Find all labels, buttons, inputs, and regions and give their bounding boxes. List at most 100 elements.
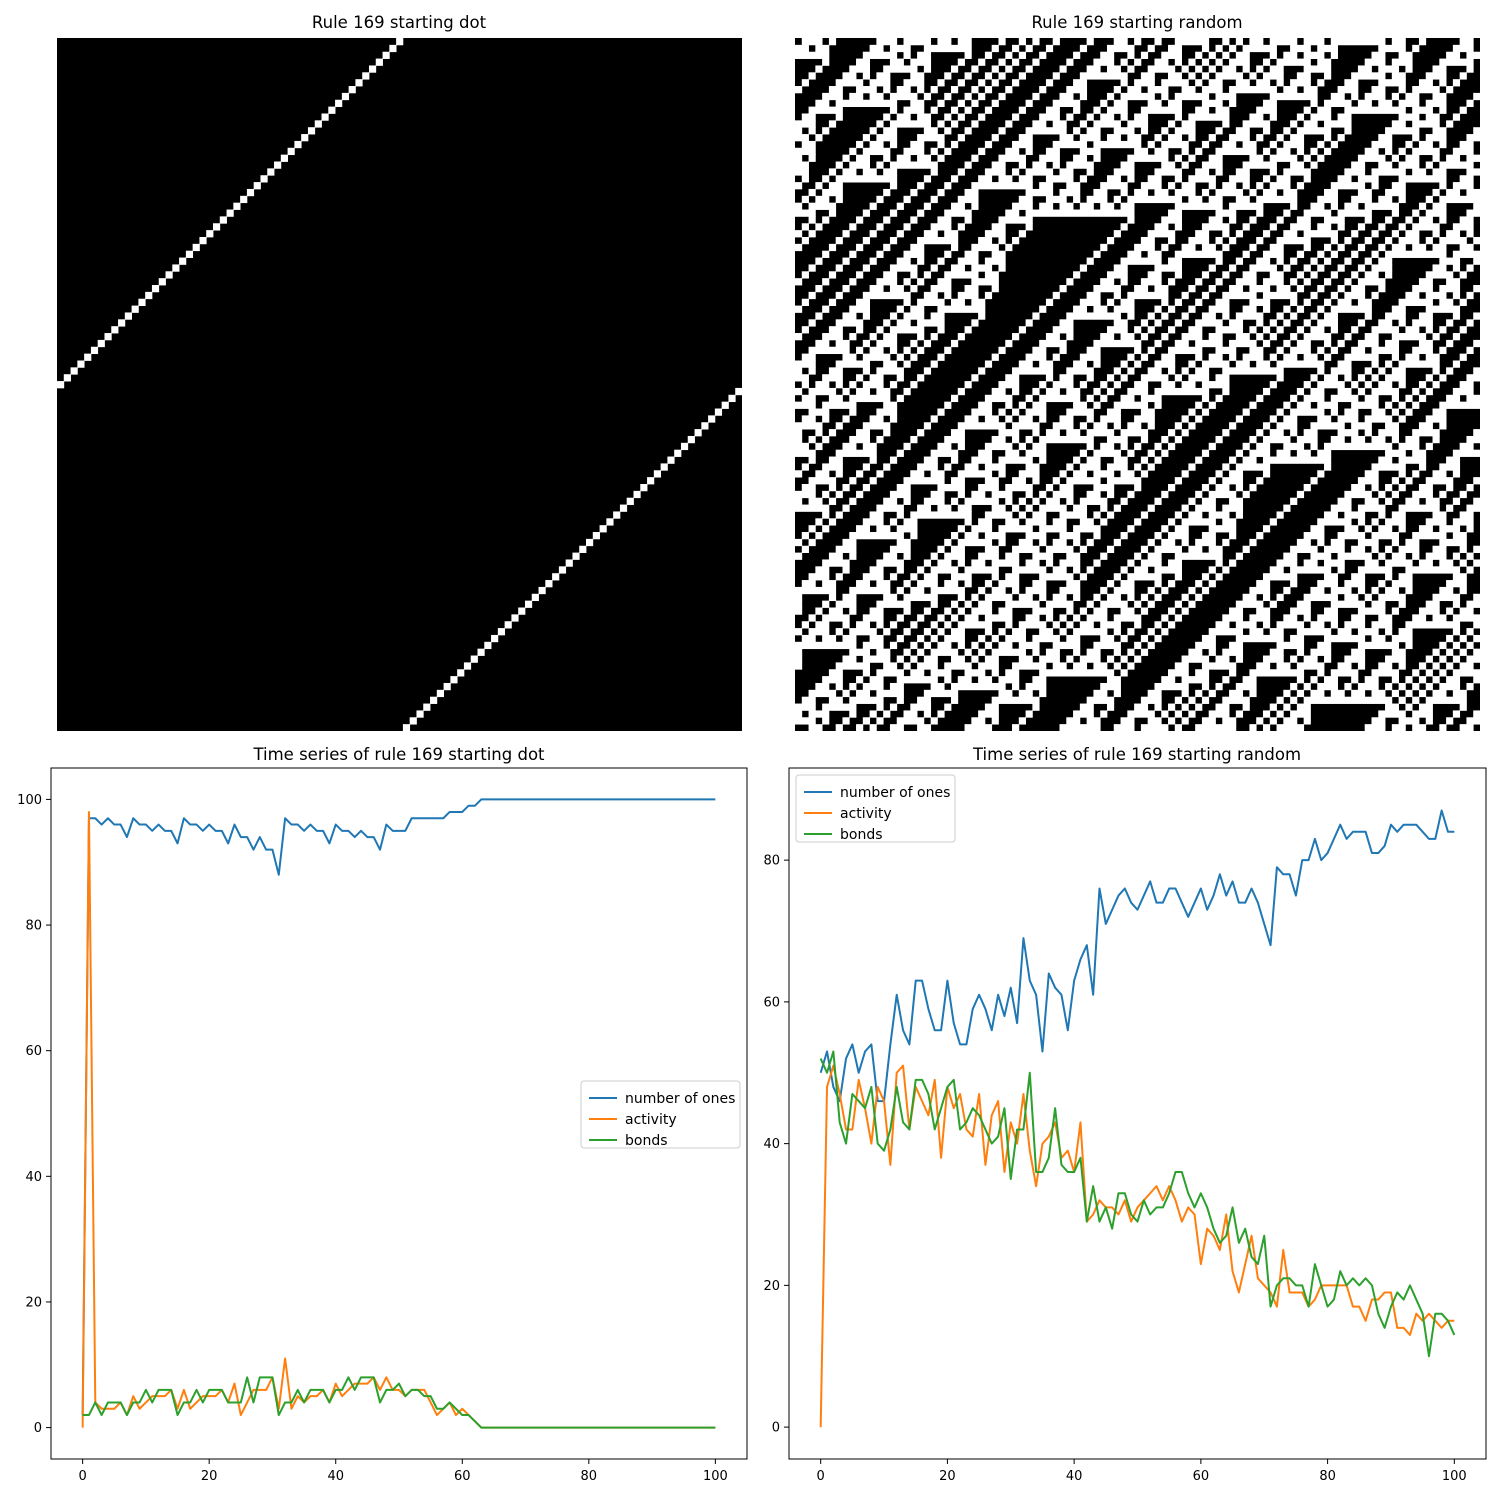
ca-cell-run (1154, 319, 1162, 327)
ca-cell-run (1249, 586, 1271, 595)
ca-cell-run (917, 86, 925, 94)
ca-cell-run (1351, 435, 1366, 444)
ca-cell-run (1154, 168, 1182, 176)
ca-cell-run (1093, 641, 1121, 650)
ca-cell-run (1032, 58, 1040, 66)
ca-cell-run (1249, 113, 1264, 121)
ca-cell-run (1337, 532, 1366, 540)
ca-cell-run (1317, 79, 1325, 87)
ca-cell-run (923, 271, 932, 279)
ca-cell-run (1425, 717, 1433, 725)
ca-cell-run (971, 525, 993, 533)
ca-cell-run (253, 182, 261, 190)
ca-cell-run (1039, 456, 1047, 464)
ca-cell-run (923, 367, 932, 375)
ca-cell-run (795, 243, 803, 252)
ca-cell-run (1473, 648, 1481, 656)
ca-cell-run (192, 243, 200, 252)
ca-cell-run (1208, 285, 1216, 293)
ca-cell-run (828, 669, 843, 677)
ca-cell-run (1059, 559, 1081, 567)
ca-cell-run (1127, 387, 1149, 396)
ca-cell-run (795, 51, 830, 59)
ca-cell-run (1066, 408, 1094, 416)
ca-cell-run (1045, 44, 1054, 53)
ca-cell-run (1303, 264, 1311, 272)
ca-cell-run (1229, 456, 1237, 464)
ca-cell-run (1269, 717, 1277, 725)
ca-cell-run (1351, 381, 1359, 389)
ca-cell-run (1378, 285, 1386, 293)
ca-cell-run (1452, 312, 1461, 320)
ca-cell-run (1412, 490, 1433, 499)
ca-cell-run (1269, 566, 1284, 574)
ca-cell-run (957, 422, 1006, 430)
ca-cell-run (1208, 566, 1216, 574)
ca-cell-run (497, 628, 506, 636)
ca-cell-run (822, 463, 843, 471)
ca-cell-run (1201, 586, 1210, 595)
ca-cell-run (828, 593, 837, 602)
ca-cell-run (808, 106, 843, 114)
ca-cell-run (944, 209, 972, 217)
ca-cell-run (1262, 326, 1271, 334)
ca-cell-run (1466, 374, 1481, 382)
ca-cell-run (869, 92, 884, 101)
ca-cell-run (1418, 381, 1427, 389)
ca-cell-run (1296, 662, 1325, 670)
ca-cell-run (1005, 600, 1040, 608)
ca-cell-run (808, 230, 816, 238)
ca-cell-run (1174, 202, 1223, 210)
ca-cell-run (795, 202, 803, 210)
ca-cell-run (1418, 483, 1433, 492)
ca-cell-run (1127, 525, 1135, 533)
ca-cell-run (1364, 216, 1372, 224)
ca-cell-run (1412, 682, 1420, 691)
ca-cell-run (862, 518, 884, 526)
ca-cell-run (484, 641, 492, 650)
ca-cell-run (849, 223, 857, 231)
ca-cell-run (1317, 319, 1338, 327)
ca-cell-run (944, 72, 952, 80)
ca-cell-run (1215, 374, 1230, 382)
ca-cell-run (869, 285, 884, 293)
ca-cell-run (1466, 168, 1481, 176)
ca-cell-run (856, 298, 870, 306)
ca-cell-run (1337, 628, 1352, 636)
ca-cell-run (1093, 511, 1101, 519)
ca-cell-run (1222, 51, 1230, 59)
ca-cell-run (1045, 387, 1060, 396)
ca-cell-run (896, 230, 904, 238)
ca-cell-run (1073, 401, 1088, 409)
ca-cell-run (1324, 147, 1332, 156)
ca-cell-run (1140, 696, 1162, 704)
ca-cell-run (1466, 99, 1474, 108)
ca-cell-run (1412, 106, 1433, 114)
ca-cell-run (917, 257, 925, 265)
ca-cell-run (158, 278, 166, 286)
ca-cell-run (957, 676, 972, 684)
ca-cell-run (883, 319, 891, 327)
ca-cell-run (978, 634, 986, 643)
ca-cell-run (1398, 682, 1406, 691)
ca-cell-run (1032, 346, 1047, 355)
ca-cell-run (1249, 483, 1257, 492)
ca-cell-run (971, 99, 979, 108)
ca-cell-run (889, 490, 911, 499)
ca-cell-run (1106, 655, 1115, 663)
ca-cell-run (1412, 449, 1427, 457)
ca-cell-run (1269, 140, 1277, 149)
ca-cell-run (1371, 586, 1379, 595)
ca-cell-run (1290, 44, 1311, 53)
ca-cell-run (862, 367, 870, 375)
ca-cell-run (1276, 58, 1311, 66)
ca-cell-run (801, 463, 809, 471)
ca-cell-run (1113, 168, 1135, 176)
ca-cell-run (1059, 724, 1101, 732)
ca-cell-run (889, 621, 898, 629)
ca-cell-run (1412, 724, 1427, 732)
ca-cell-run (1235, 38, 1244, 46)
ca-cell-run (876, 72, 891, 80)
ca-cell-run (1154, 387, 1210, 396)
ca-cell-run (1025, 168, 1054, 176)
